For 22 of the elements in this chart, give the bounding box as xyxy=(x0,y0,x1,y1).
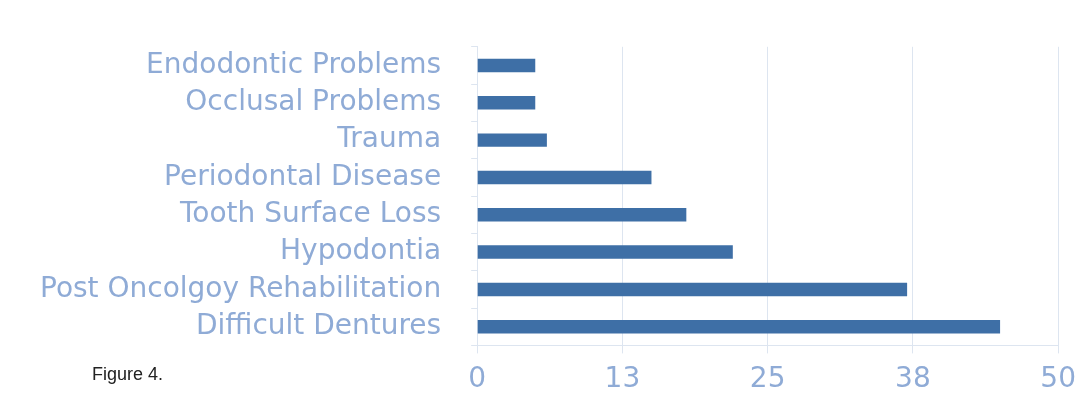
x-tick-label: 50 xyxy=(1040,361,1077,395)
bar xyxy=(477,133,547,147)
bar xyxy=(477,282,908,297)
bar xyxy=(477,208,687,222)
y-tick-label: Difficult Dentures xyxy=(195,308,442,342)
y-tick-label: Trauma xyxy=(336,121,442,155)
x-tick-label: 13 xyxy=(604,361,641,395)
y-tick-label: Endodontic Problems xyxy=(146,46,442,80)
x-tick-label: 0 xyxy=(468,361,487,395)
y-tick-label: Tooth Surface Loss xyxy=(178,196,442,230)
y-tick-label: Occlusal Problems xyxy=(185,84,442,118)
bar xyxy=(477,170,652,185)
bar xyxy=(477,96,536,110)
caption: Figure 4. xyxy=(92,364,164,385)
y-tick-label: Periodontal Disease xyxy=(164,158,442,192)
bar xyxy=(477,245,733,259)
bar xyxy=(477,58,536,73)
x-tick-label: 25 xyxy=(749,361,786,395)
x-tick-label: 38 xyxy=(895,361,931,395)
y-tick-label: Hypodontia xyxy=(280,233,442,267)
y-tick-label: Post Oncolgoy Rehabilitation xyxy=(39,270,442,304)
bar xyxy=(477,320,1001,334)
